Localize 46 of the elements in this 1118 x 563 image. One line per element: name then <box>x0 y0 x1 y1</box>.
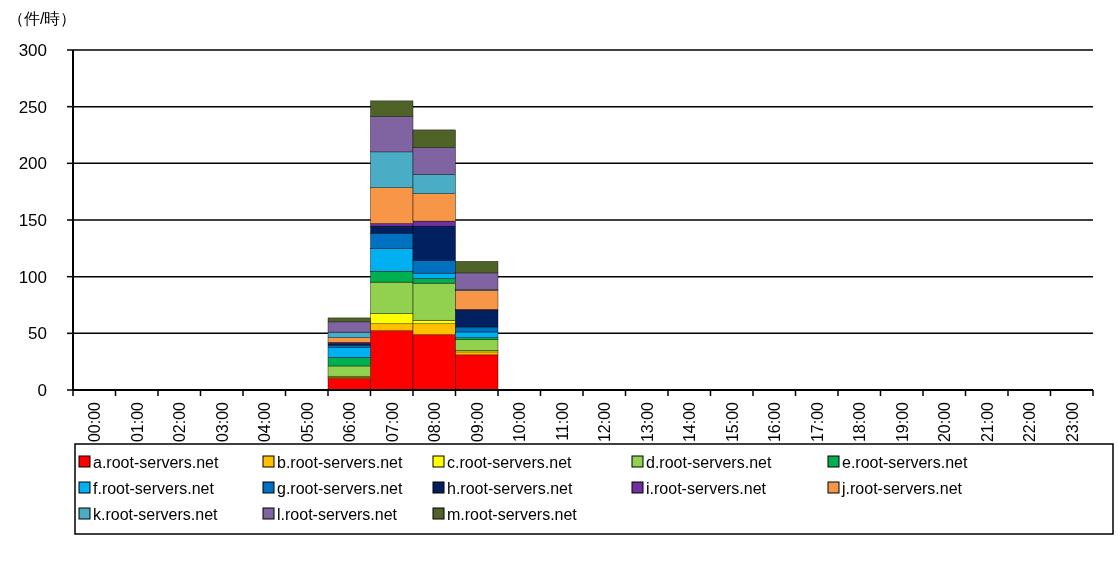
y-axis-title: （件/時） <box>8 10 77 27</box>
legend-label: a.root-servers.net <box>93 454 219 471</box>
x-tick-label: 03:00 <box>213 401 231 443</box>
x-tick-label: 19:00 <box>893 401 911 443</box>
x-tick-label: 02:00 <box>171 401 189 443</box>
x-tick-label: 20:00 <box>936 401 954 443</box>
legend-label: f.root-servers.net <box>93 480 215 497</box>
x-tick-label: 04:00 <box>256 401 274 443</box>
y-tick-label: 200 <box>18 154 47 174</box>
x-tick-label: 15:00 <box>723 401 741 443</box>
legend-label: l.root-servers.net <box>277 506 398 523</box>
legend-label: k.root-servers.net <box>93 506 219 523</box>
legend-label: h.root-servers.net <box>447 480 573 497</box>
x-tick-label: 10:00 <box>511 401 529 443</box>
y-tick-label: 250 <box>18 97 47 117</box>
x-tick-label: 00:00 <box>86 401 104 443</box>
legend-label: c.root-servers.net <box>447 454 573 471</box>
x-tick-label: 08:00 <box>426 401 444 443</box>
x-tick-label: 22:00 <box>1021 401 1039 443</box>
y-tick-label: 150 <box>18 211 47 230</box>
x-tick-label: 11:00 <box>553 401 571 441</box>
x-tick-label: 21:00 <box>978 401 996 443</box>
y-tick-label: 300 <box>18 41 47 60</box>
legend-label: e.root-servers.net <box>842 454 968 471</box>
grid: 0 50 100 150 200 250 300 <box>18 41 1094 400</box>
x-tick-label: 16:00 <box>766 401 784 443</box>
legend-label: d.root-servers.net <box>646 454 772 471</box>
y-tick-label: 100 <box>18 267 47 287</box>
x-tick-label: 13:00 <box>638 401 656 443</box>
x-tick-label: 18:00 <box>851 401 869 443</box>
x-tick-label: 12:00 <box>596 401 614 443</box>
x-tick-label: 17:00 <box>808 401 826 443</box>
legend-label: m.root-servers.net <box>447 506 578 523</box>
x-tick-label: 05:00 <box>298 401 316 443</box>
x-tick-label: 01:00 <box>128 401 146 443</box>
legend-label: j.root-servers.net <box>841 480 963 497</box>
x-tick-label: 07:00 <box>383 401 401 443</box>
x-tick-label: 06:00 <box>341 401 359 443</box>
x-tick-label: 23:00 <box>1063 401 1081 443</box>
x-tick-label: 14:00 <box>681 401 699 443</box>
x-tick-label: 09:00 <box>468 401 486 443</box>
y-tick-label: 50 <box>28 324 47 344</box>
y-tick-label: 0 <box>37 381 47 400</box>
legend-label: i.root-servers.net <box>646 480 767 497</box>
legend-label: g.root-servers.net <box>277 480 403 497</box>
legend-label: b.root-servers.net <box>277 454 403 471</box>
